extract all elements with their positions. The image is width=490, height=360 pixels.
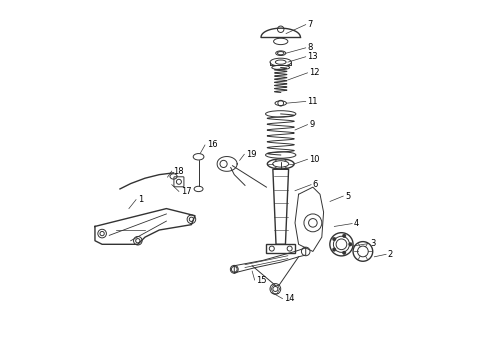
Text: 9: 9	[309, 120, 315, 129]
Text: 16: 16	[207, 140, 218, 149]
Text: 4: 4	[354, 219, 359, 228]
Ellipse shape	[266, 111, 296, 117]
Ellipse shape	[266, 152, 296, 158]
Text: 11: 11	[308, 97, 318, 106]
Text: 12: 12	[309, 68, 320, 77]
Text: 5: 5	[345, 192, 350, 201]
Ellipse shape	[272, 65, 290, 69]
Text: 15: 15	[256, 275, 267, 284]
Circle shape	[343, 234, 346, 238]
Circle shape	[332, 237, 336, 241]
Text: 10: 10	[309, 155, 320, 164]
Text: 14: 14	[284, 294, 295, 303]
Text: 19: 19	[246, 150, 257, 159]
Text: 7: 7	[308, 20, 313, 29]
Text: 18: 18	[173, 167, 184, 176]
Text: 17: 17	[181, 187, 191, 196]
Circle shape	[332, 248, 336, 251]
Circle shape	[348, 243, 352, 246]
Text: 2: 2	[388, 250, 393, 259]
Text: 13: 13	[308, 52, 318, 61]
Text: 1: 1	[138, 195, 143, 204]
Circle shape	[343, 251, 346, 255]
Text: 3: 3	[370, 239, 375, 248]
Text: 8: 8	[308, 43, 313, 52]
Text: 6: 6	[313, 180, 318, 189]
